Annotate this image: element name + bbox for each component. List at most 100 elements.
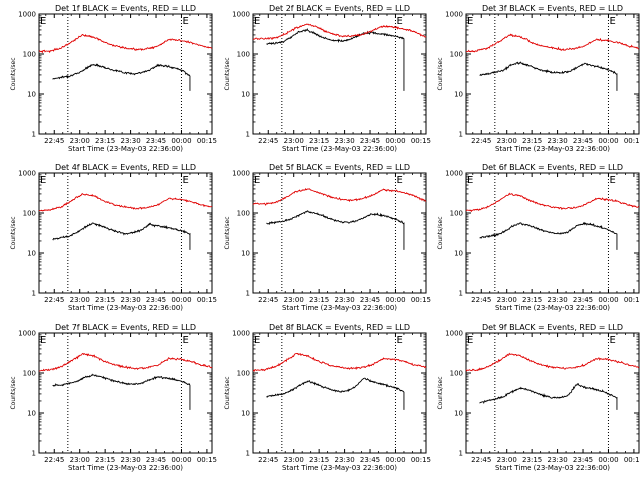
y-tick-label: 100 [450,210,463,218]
x-tick-label: 23:00 [70,456,90,464]
event-marker-label: E [254,335,260,346]
events-series-line [479,383,618,410]
x-tick-label: 00:15 [197,456,217,464]
y-tick-label: 10 [454,91,463,99]
x-tick-label: 00:15 [411,456,431,464]
y-tick-label: 1 [459,450,463,458]
x-tick-label: 23:45 [573,137,593,145]
x-tick-label: 23:15 [95,137,115,145]
y-tick-label: 100 [450,51,463,59]
y-tick-label: 1 [32,131,36,139]
x-tick-label: 23:45 [360,296,380,304]
x-tick-label: 00:15 [624,137,640,145]
y-axis-label: Counts/sec [224,216,231,249]
lld-series-line [38,33,213,54]
x-tick-label: 00:15 [197,137,217,145]
event-marker-label: E [254,175,260,186]
panel-title: Det 6f BLACK = Events, RED = LLD [482,163,623,172]
y-tick-label: 1000 [232,170,250,178]
event-marker-label: E [40,175,46,186]
events-series-line [266,210,405,250]
x-tick-label: 23:30 [120,456,140,464]
panel-title: Det 4f BLACK = Events, RED = LLD [55,163,196,172]
x-tick-label: 23:15 [522,137,542,145]
x-tick-label: 00:15 [197,296,217,304]
x-tick-label: 00:00 [598,296,618,304]
y-tick-label: 10 [454,250,463,258]
x-tick-label: 23:30 [547,296,567,304]
x-axis-label: Start Time (23-May-03 22:36:00) [282,304,397,312]
plot-frame [252,332,427,454]
plot-frame [38,13,213,135]
y-tick-label: 1000 [232,330,250,338]
event-marker-label: E [254,16,260,27]
y-axis-label: Counts/sec [437,216,444,249]
x-tick-label: 23:30 [334,456,354,464]
y-tick-label: 10 [454,410,463,418]
y-axis-label: Counts/sec [224,376,231,409]
x-tick-label: 00:00 [171,456,191,464]
x-tick-label: 22:45 [258,137,278,145]
event-marker-label: E [396,175,402,186]
x-tick-label: 22:45 [471,456,491,464]
x-tick-label: 22:45 [44,296,64,304]
panel-title: Det 9f BLACK = Events, RED = LLD [482,323,623,332]
event-marker-label: E [609,335,615,346]
event-marker-label: E [40,335,46,346]
x-tick-label: 23:15 [309,456,329,464]
plot-frame [38,332,213,454]
panel-det-1f: Det 1f BLACK = Events, RED = LLD 1 10 100 10… [10,4,217,153]
y-tick-label: 1000 [18,170,36,178]
x-tick-label: 23:30 [334,296,354,304]
x-tick-label: 23:00 [70,296,90,304]
x-tick-label: 23:45 [360,137,380,145]
y-tick-label: 100 [237,210,250,218]
plot-frame [465,172,640,294]
panel-det-2f: Det 2f BLACK = Events, RED = LLD 1 10 100 10… [224,4,431,153]
y-axis-label: Counts/sec [10,376,17,409]
event-marker-label: E [182,175,188,186]
event-marker-label: E [467,16,473,27]
y-tick-label: 1 [246,450,250,458]
events-series-line [52,63,191,91]
panel-det-4f: Det 4f BLACK = Events, RED = LLD 1 10 100 10… [10,163,217,312]
y-tick-label: 1000 [445,170,463,178]
y-axis-label: Counts/sec [10,57,17,90]
y-tick-label: 10 [27,91,36,99]
panel-det-7f: Det 7f BLACK = Events, RED = LLD 1 10 100 10… [10,323,217,472]
panel-det-8f: Det 8f BLACK = Events, RED = LLD 1 10 100 10… [224,323,431,472]
lld-series-line [38,352,213,372]
x-tick-label: 23:15 [309,137,329,145]
y-axis-label: Counts/sec [437,376,444,409]
y-tick-label: 100 [237,370,250,378]
x-tick-label: 00:15 [411,137,431,145]
y-axis-label: Counts/sec [10,216,17,249]
x-tick-label: 22:45 [44,456,64,464]
x-axis-label: Start Time (23-May-03 22:36:00) [282,145,397,153]
x-tick-label: 23:00 [284,296,304,304]
event-marker-label: E [182,16,188,27]
y-axis-label: Counts/sec [224,57,231,90]
y-tick-label: 1000 [18,330,36,338]
y-tick-label: 10 [241,250,250,258]
x-axis-label: Start Time (23-May-03 22:36:00) [495,304,610,312]
x-tick-label: 00:00 [385,296,405,304]
x-axis-label: Start Time (23-May-03 22:36:00) [68,464,183,472]
x-tick-label: 23:15 [95,296,115,304]
y-tick-label: 1 [32,450,36,458]
x-tick-label: 00:00 [385,137,405,145]
x-tick-label: 23:00 [70,137,90,145]
x-axis-label: Start Time (23-May-03 22:36:00) [495,464,610,472]
x-tick-label: 22:45 [258,296,278,304]
y-tick-label: 100 [450,370,463,378]
event-marker-label: E [396,335,402,346]
plot-frame [252,13,427,135]
x-axis-label: Start Time (23-May-03 22:36:00) [68,145,183,153]
x-tick-label: 00:15 [624,296,640,304]
y-tick-label: 1 [246,290,250,298]
x-tick-label: 00:00 [598,456,618,464]
events-series-line [479,61,618,91]
x-tick-label: 23:00 [284,137,304,145]
y-tick-label: 1000 [445,11,463,19]
x-tick-label: 23:45 [146,296,166,304]
